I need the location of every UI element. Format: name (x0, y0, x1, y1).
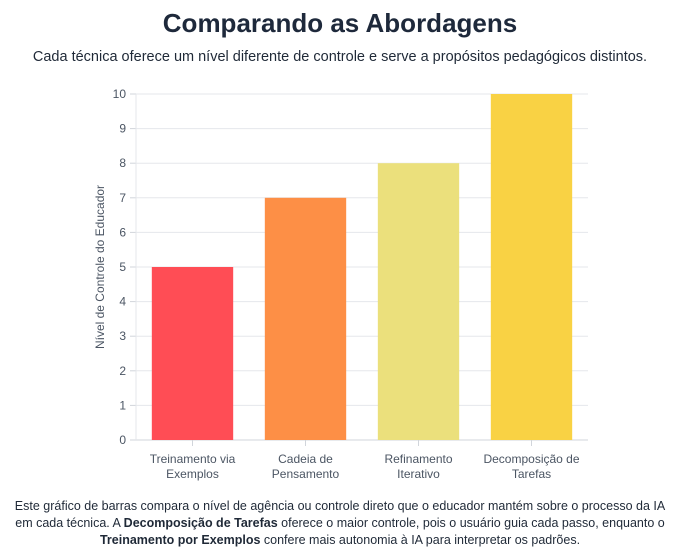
bar (264, 197, 347, 440)
caption-text-2: oferece o maior controle, pois o usuário… (277, 516, 665, 530)
page-subtitle: Cada técnica oferece um nível diferente … (32, 49, 648, 65)
x-tick-label: Decomposição de Tarefas (483, 452, 579, 481)
x-tick-label: Treinamento via Exemplos (150, 452, 236, 481)
x-tick-label: Cadeia de Pensamento (272, 452, 340, 481)
page-title: Comparando as Abordagens (162, 8, 518, 38)
y-tick-label: 0 (119, 433, 126, 447)
caption-highlight-decomposition: Decomposição de Tarefas (123, 516, 278, 530)
y-tick-label: 9 (119, 122, 126, 136)
y-tick-label: 7 (119, 191, 126, 205)
bar (377, 163, 460, 440)
x-tick-label: Refinamento Iterativo (384, 452, 452, 481)
caption-text-3: confere mais autonomia à IA para interpr… (260, 533, 581, 547)
y-tick-label: 8 (119, 156, 126, 170)
y-tick-label: 4 (119, 295, 126, 309)
bar-chart: 0 1 2 3 4 5 6 7 8 9 10 Nível de Controle do Educado… (93, 87, 588, 481)
y-tick-label: 1 (119, 398, 126, 412)
bar (490, 94, 573, 440)
chart-caption: Este gráfico de barras compara o nível d… (14, 498, 666, 549)
caption-highlight-examples: Treinamento por Exemplos (99, 533, 261, 547)
y-tick-label: 10 (113, 87, 127, 101)
bar (151, 267, 234, 440)
y-axis-title: Nível de Controle do Educador (93, 185, 107, 349)
y-tick-label: 5 (119, 260, 126, 274)
y-tick-label: 2 (119, 364, 126, 378)
caption-text-1: Este gráfico de barras compara o nível d… (14, 499, 666, 530)
y-tick-label: 3 (119, 329, 126, 343)
y-tick-label: 6 (119, 225, 126, 239)
